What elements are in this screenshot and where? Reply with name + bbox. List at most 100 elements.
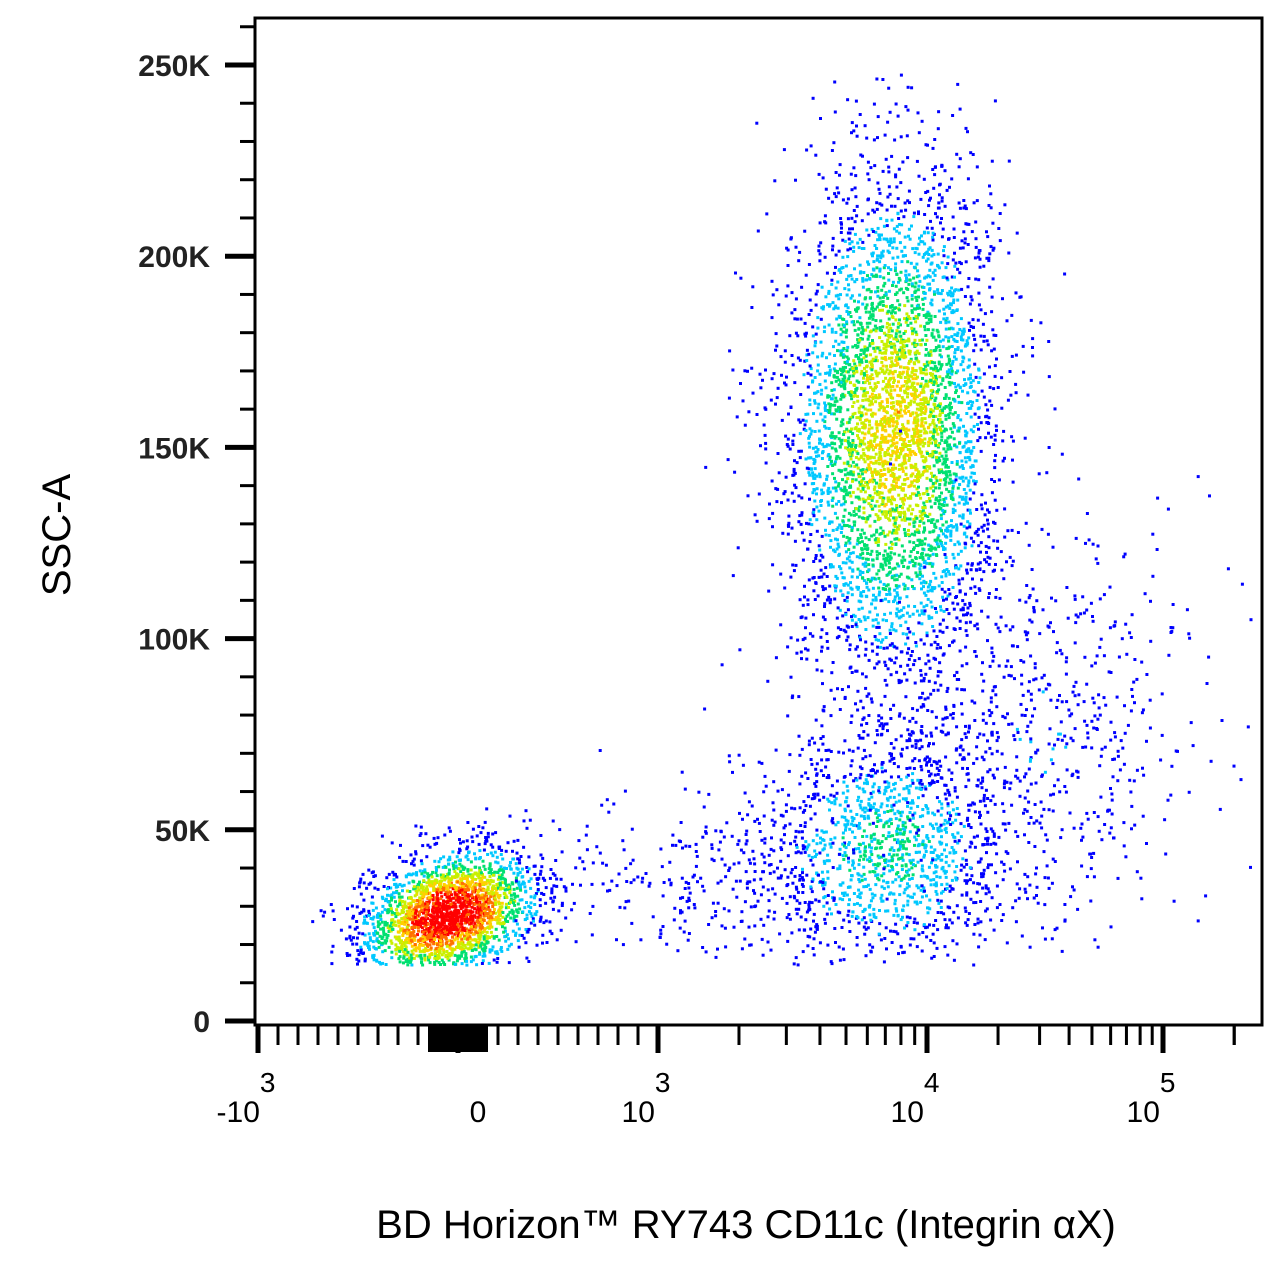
event-dot [789,636,793,640]
event-dot [931,475,934,478]
event-dot [930,564,934,568]
event-dot [946,436,950,440]
event-dot [800,657,803,661]
event-dot [939,367,942,371]
event-dot [423,955,427,959]
event-dot [926,257,930,261]
event-dot [876,294,880,298]
event-dot [923,213,927,216]
event-dot [446,933,450,937]
event-dot [894,332,898,336]
event-dot [423,870,427,874]
event-dot [367,868,371,872]
event-dot [839,333,843,337]
event-dot [405,920,409,924]
event-dot [444,865,448,869]
event-dot [933,173,937,177]
event-dot [511,849,514,853]
event-dot [339,928,343,932]
event-dot [410,944,414,948]
event-dot [851,227,854,231]
event-dot [835,186,839,190]
event-dot [479,876,483,880]
event-dot [440,958,444,962]
event-dot [428,961,432,965]
event-dot [881,438,885,442]
event-dot [957,578,961,582]
event-dot [893,348,897,352]
event-dot [893,661,897,665]
event-dot [829,462,833,466]
event-dot [462,910,465,914]
event-dot [855,134,859,138]
event-dot [918,475,922,479]
event-dot [492,911,495,914]
event-dot [888,565,891,569]
event-dot [465,847,469,851]
event-dot [956,602,960,606]
event-dot [966,285,970,289]
event-dot [424,892,428,896]
event-dot [382,933,386,937]
event-dot [458,922,462,926]
event-dot [395,937,399,941]
event-dot [990,159,994,163]
event-dot [815,474,819,478]
event-dot [882,646,886,650]
event-dot [876,289,880,293]
event-dot [874,358,878,362]
event-dot [454,864,458,868]
event-dot [817,544,821,548]
event-dot [764,461,768,465]
event-dot [433,962,437,966]
event-dot [574,866,578,870]
event-dot [888,587,892,591]
event-dot [850,618,854,622]
event-dot [804,412,808,416]
event-dot [917,212,920,216]
event-dot [884,157,888,161]
event-dot [837,342,841,346]
event-dot [923,511,927,515]
event-dot [415,871,418,875]
event-dot [927,453,931,457]
event-dot [489,843,493,847]
event-dot [886,249,890,253]
event-dot [976,318,980,322]
event-dot [518,898,522,902]
event-dot [390,898,394,902]
event-dot [406,923,410,927]
event-dot [477,921,481,924]
event-dot [498,921,502,925]
event-dot [459,890,463,894]
event-dot [927,321,931,325]
event-dot [880,491,884,495]
event-dot [802,427,806,431]
event-dot [518,907,522,911]
event-dot [413,926,417,929]
event-dot [878,632,882,636]
event-dot [920,609,924,613]
event-dot [825,632,829,636]
event-dot [855,309,859,313]
event-dot [886,400,889,404]
event-dot [897,276,901,280]
event-dot [458,956,462,960]
event-dot [829,539,833,543]
event-dot [1001,439,1005,443]
event-dot [757,492,761,496]
event-dot [436,935,440,939]
event-dot [850,529,854,532]
event-dot [894,284,898,288]
event-dot [502,930,506,934]
event-dot [402,956,406,960]
event-dot [482,848,486,852]
event-dot [934,476,938,480]
event-dot [846,635,850,639]
event-dot [939,646,942,650]
event-dot [989,435,993,439]
event-dot [967,222,971,226]
event-dot [867,658,871,662]
event-dot [955,523,958,527]
event-dot [845,427,849,431]
